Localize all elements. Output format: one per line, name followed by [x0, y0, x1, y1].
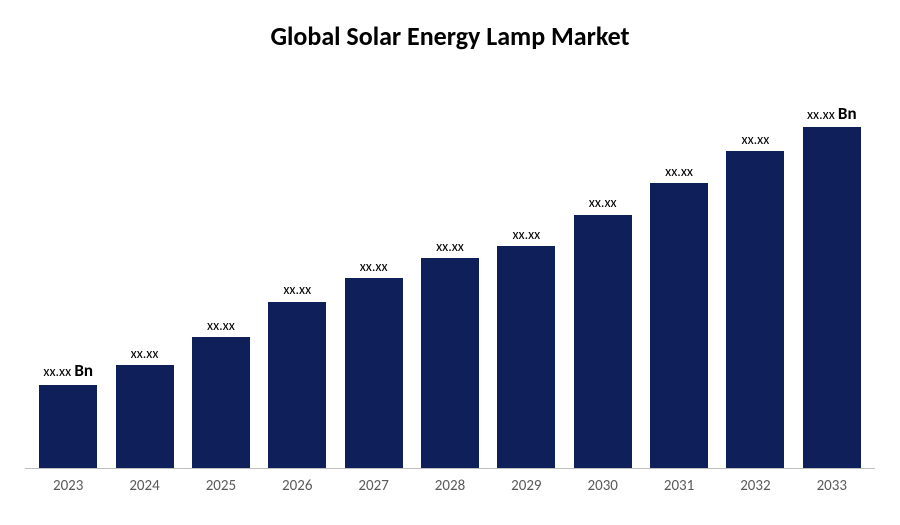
bar-value-label: xx.xx	[742, 132, 770, 147]
bar-group: xx.xx	[106, 72, 182, 468]
bar-group: xx.xx	[335, 72, 411, 468]
bar	[497, 246, 555, 468]
bar-group: xx.xx	[183, 72, 259, 468]
x-tick-label: 2030	[565, 477, 641, 495]
bar	[650, 183, 708, 468]
bar	[574, 215, 632, 468]
bar	[345, 278, 403, 468]
plot-area: xx.xx Bn xx.xx xx.xx xx.xx xx.xx xx.xx xx.xx xx…	[25, 72, 875, 469]
bar	[421, 258, 479, 468]
bar-value-label: xx.xx	[283, 282, 311, 297]
bar-group: xx.xx	[259, 72, 335, 468]
bar	[192, 337, 250, 468]
chart-title: Global Solar Energy Lamp Market	[25, 20, 875, 52]
bar-value-label: xx.xx	[207, 318, 235, 333]
bar-value-label: xx.xx	[589, 195, 617, 210]
bar-value-label: xx.xx	[512, 227, 540, 242]
bar-value-label: xx.xx	[436, 239, 464, 254]
bar-group: xx.xx Bn	[794, 72, 870, 468]
bar-value-label: xx.xx	[360, 259, 388, 274]
bar-value-label: xx.xx	[665, 164, 693, 179]
bar-value-label: xx.xx Bn	[43, 362, 93, 381]
bar-value-label: xx.xx Bn	[807, 105, 857, 124]
x-tick-label: 2023	[30, 477, 106, 495]
bar	[268, 302, 326, 468]
x-tick-label: 2024	[106, 477, 182, 495]
bar-group: xx.xx Bn	[30, 72, 106, 468]
x-tick-label: 2028	[412, 477, 488, 495]
bar	[803, 127, 861, 468]
x-tick-label: 2025	[183, 477, 259, 495]
bar-group: xx.xx	[641, 72, 717, 468]
chart-container: Global Solar Energy Lamp Market xx.xx Bn…	[0, 0, 900, 525]
x-tick-label: 2026	[259, 477, 335, 495]
x-tick-label: 2027	[335, 477, 411, 495]
bar-group: xx.xx	[717, 72, 793, 468]
x-tick-label: 2032	[717, 477, 793, 495]
x-tick-label: 2029	[488, 477, 564, 495]
bar-value-label: xx.xx	[131, 346, 159, 361]
x-axis: 2023202420252026202720282029203020312032…	[25, 469, 875, 495]
x-tick-label: 2033	[794, 477, 870, 495]
bar-group: xx.xx	[565, 72, 641, 468]
bar-group: xx.xx	[488, 72, 564, 468]
x-tick-label: 2031	[641, 477, 717, 495]
bar	[116, 365, 174, 468]
bar	[39, 385, 97, 468]
bar	[726, 151, 784, 468]
bar-group: xx.xx	[412, 72, 488, 468]
